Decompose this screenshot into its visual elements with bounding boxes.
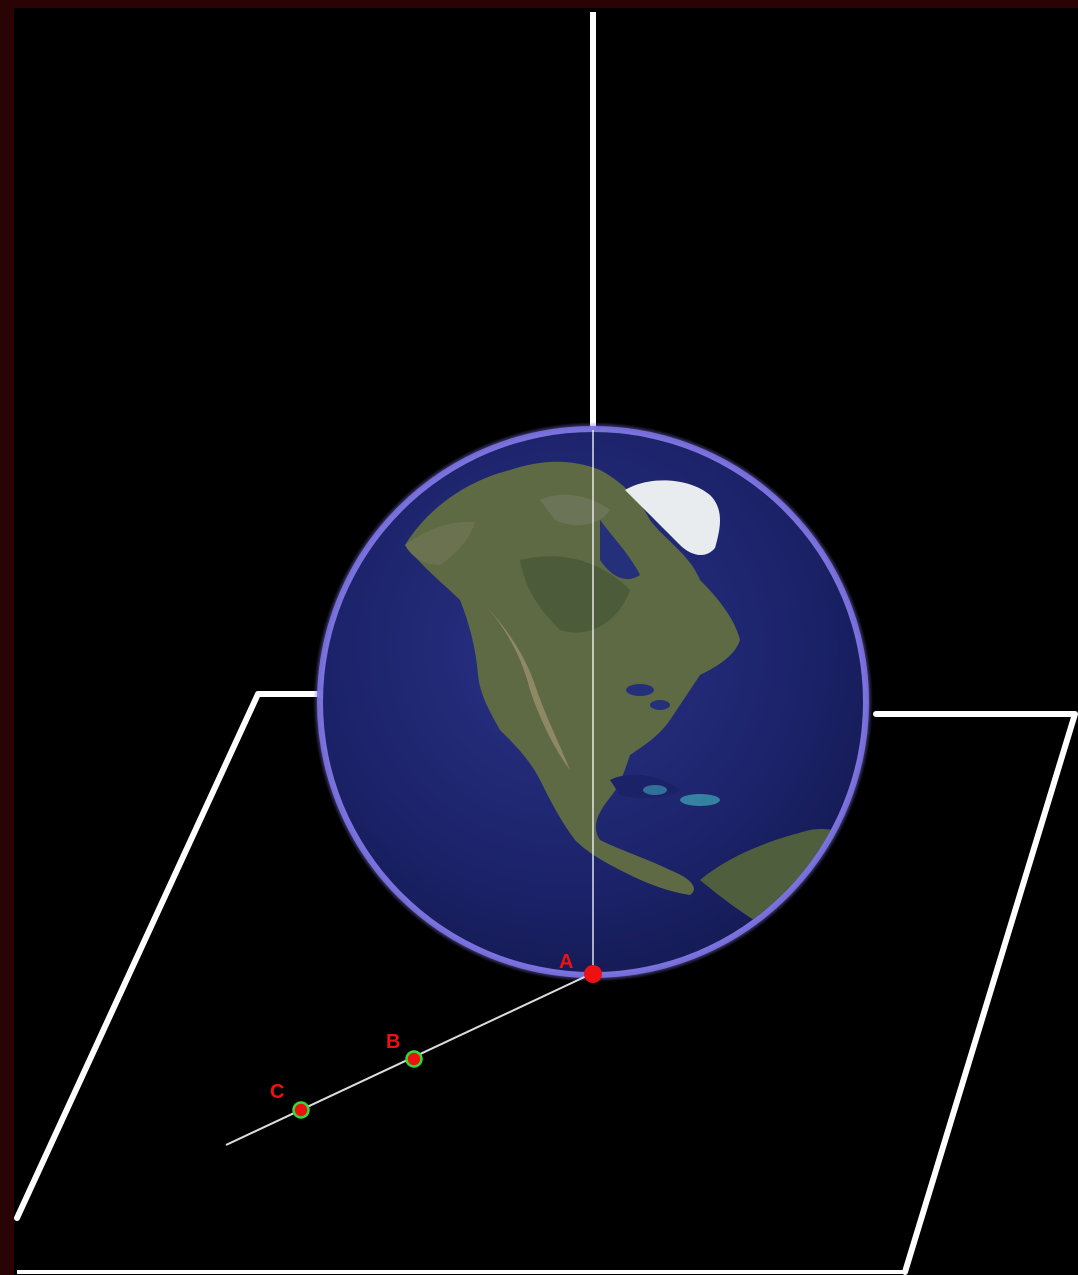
- left-border: [0, 0, 14, 1275]
- point-a-label: A: [559, 951, 573, 973]
- point-c-label: C: [270, 1081, 284, 1103]
- north-america-landmass: [405, 461, 740, 895]
- point-a-marker[interactable]: [584, 965, 602, 983]
- plane-outline-right: [873, 711, 1078, 1275]
- point-b-marker[interactable]: [405, 1050, 423, 1068]
- top-border: [0, 0, 1078, 8]
- plane-outline: [14, 691, 329, 1221]
- point-c-marker[interactable]: [292, 1101, 310, 1119]
- greenland-icecap: [625, 480, 720, 556]
- point-b-label: B: [386, 1031, 400, 1053]
